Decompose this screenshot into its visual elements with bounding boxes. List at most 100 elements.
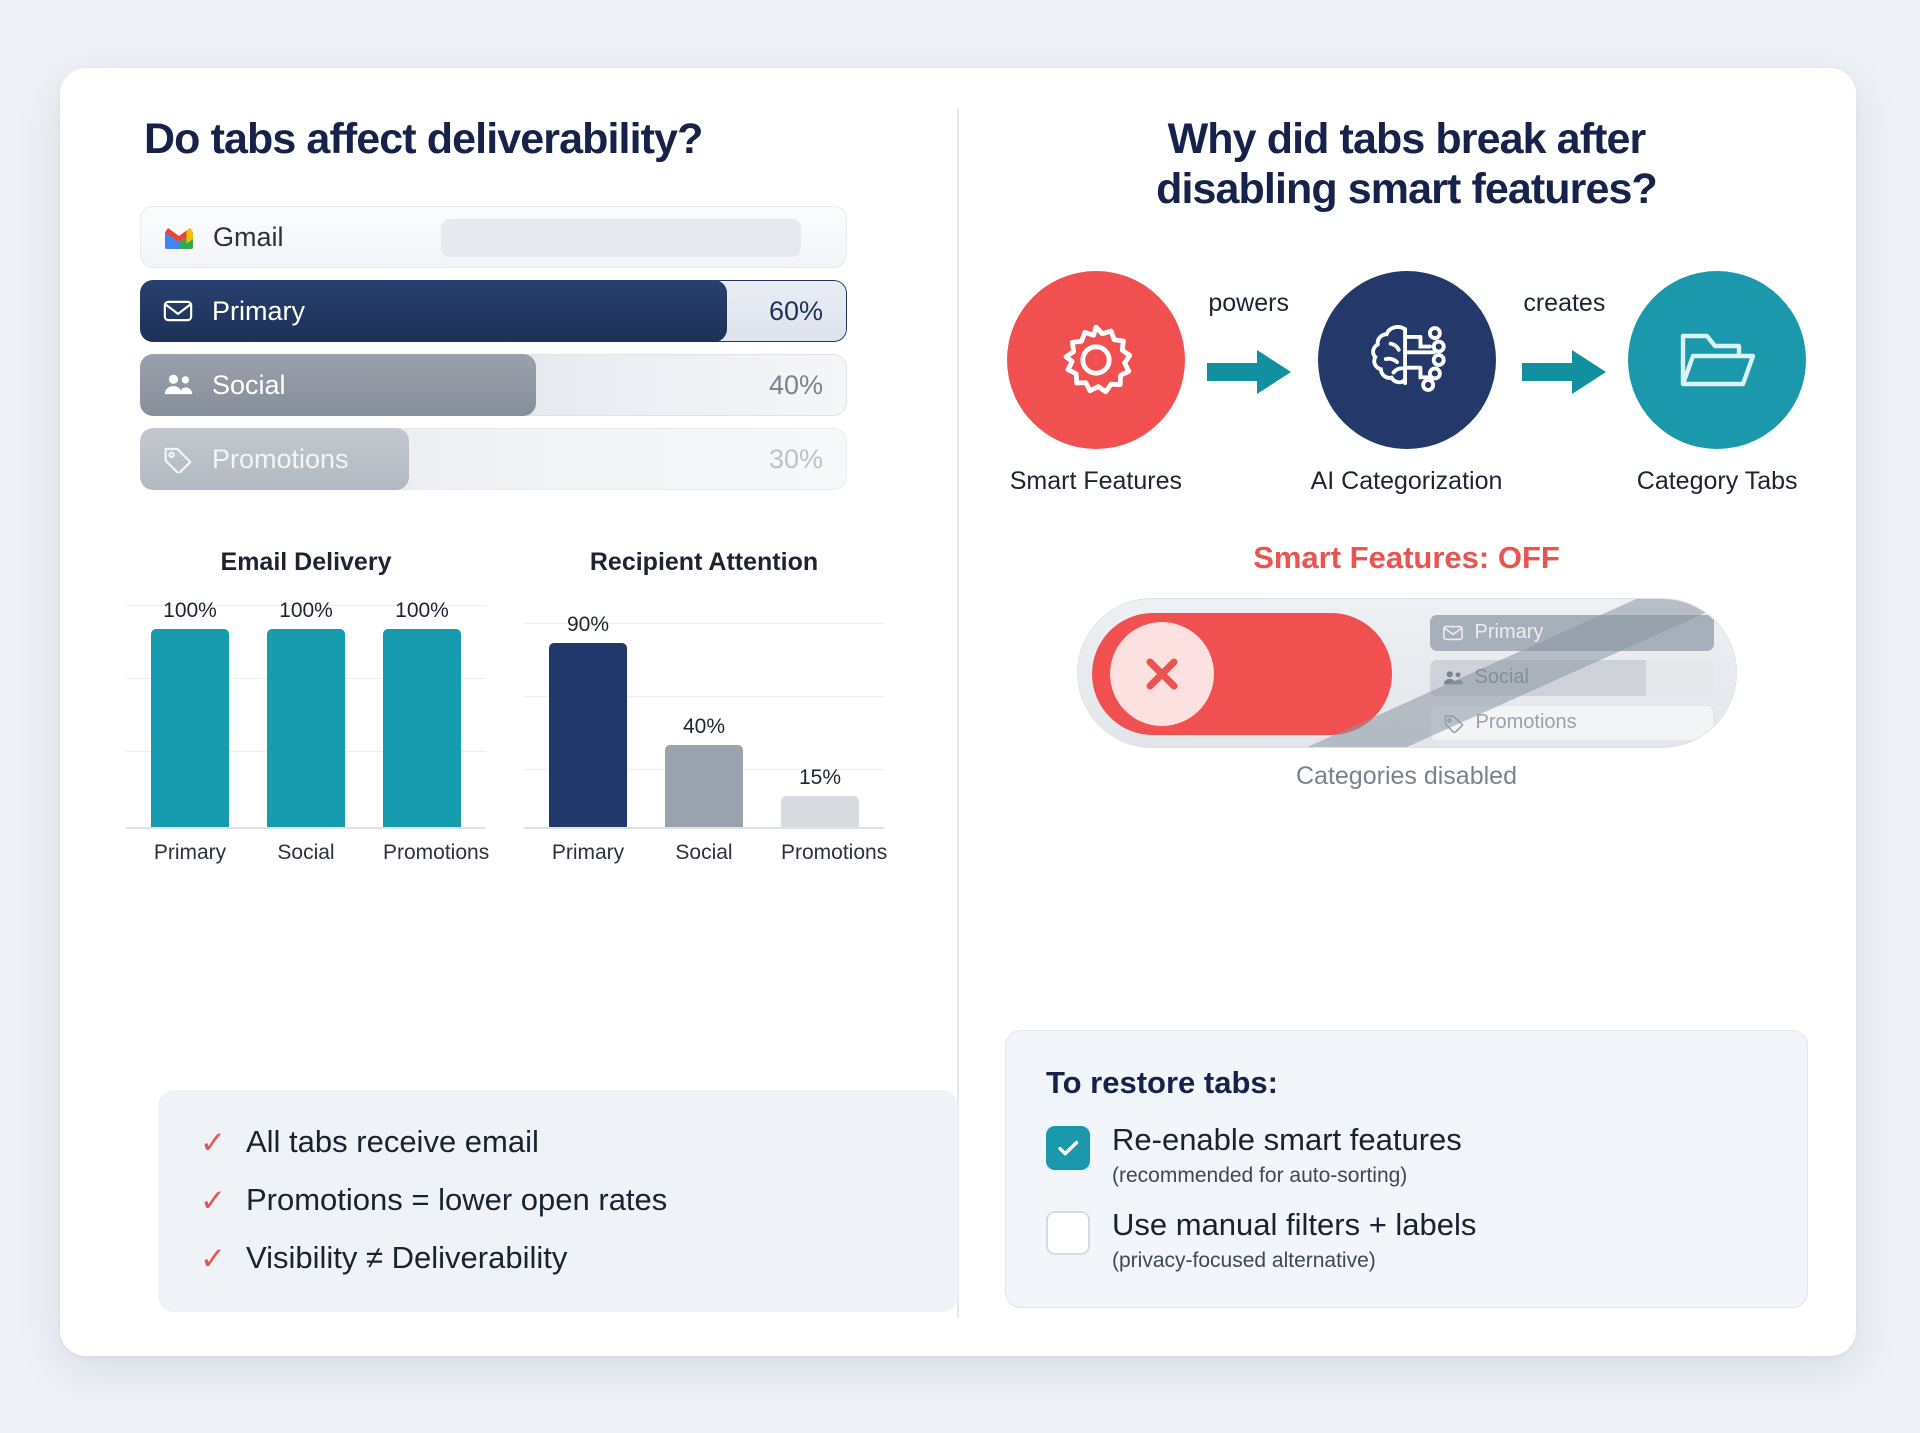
takeaway-text: All tabs receive email bbox=[245, 1124, 539, 1159]
left-panel: Do tabs affect deliverability? Gmail bbox=[60, 68, 958, 1356]
mini-tab-label: Primary bbox=[1474, 621, 1544, 644]
bar-column: 90% bbox=[549, 599, 627, 828]
flow-connector-powers: powers bbox=[1187, 271, 1311, 449]
gmail-logo-icon bbox=[165, 228, 193, 250]
restore-option-label: Re-enable smart features bbox=[1112, 1121, 1462, 1157]
brain-ai-icon bbox=[1370, 324, 1446, 392]
disabled-tab-list: Primary Social Promotions bbox=[1429, 614, 1714, 741]
takeaway-item: ✓ Visibility ≠ Deliverability bbox=[200, 1240, 916, 1276]
tab-row-promotions[interactable]: Promotions 30% bbox=[140, 428, 847, 491]
progress-fill bbox=[140, 428, 409, 491]
bar-value-label: 100% bbox=[163, 599, 217, 623]
restore-tabs-card: To restore tabs: Re-enable smart feature… bbox=[1005, 1029, 1808, 1308]
charts-row: Email Delivery 100% 100% bbox=[126, 548, 905, 865]
restore-option-re-enable[interactable]: Re-enable smart features (recommended fo… bbox=[1046, 1121, 1767, 1188]
tab-value-primary: 60% bbox=[768, 295, 823, 326]
bar-rect bbox=[267, 629, 345, 828]
gmail-placeholder-bar bbox=[441, 219, 801, 258]
takeaway-item: ✓ All tabs receive email bbox=[200, 1124, 916, 1160]
x-mark-icon bbox=[1146, 658, 1177, 690]
plot-area: 90% 40% 15% bbox=[524, 599, 884, 830]
right-panel-title: Why did tabs break after disabling smart… bbox=[1005, 114, 1808, 215]
bar-value-label: 100% bbox=[395, 599, 449, 623]
chart-title: Email Delivery bbox=[220, 548, 392, 577]
gridline bbox=[524, 623, 884, 625]
gridline bbox=[524, 696, 884, 698]
circle-badge bbox=[1006, 270, 1185, 449]
toggle-knob[interactable] bbox=[1091, 612, 1392, 735]
connector-label: creates bbox=[1523, 288, 1606, 317]
right-panel-title-line1: Why did tabs break after bbox=[1167, 115, 1647, 163]
gridline bbox=[126, 605, 486, 607]
x-tick-label: Social bbox=[277, 841, 335, 865]
check-icon: ✓ bbox=[200, 1124, 226, 1160]
circle-badge bbox=[1628, 270, 1807, 449]
gmail-tab-stack: Gmail Primary 60% bbox=[140, 206, 847, 491]
flow-node-label: Smart Features bbox=[1009, 466, 1182, 495]
smart-features-status: Smart Features: OFF bbox=[1253, 539, 1560, 575]
x-tick-label: Promotions bbox=[383, 841, 490, 865]
chart-email-delivery: Email Delivery 100% 100% bbox=[126, 548, 490, 865]
bar-value-label: 15% bbox=[798, 766, 842, 790]
bar-rect bbox=[151, 629, 229, 828]
x-circle-icon bbox=[1109, 621, 1214, 726]
bar-rect bbox=[665, 745, 743, 828]
bar-rect bbox=[383, 629, 461, 828]
takeaway-item: ✓ Promotions = lower open rates bbox=[200, 1182, 916, 1218]
arrow-right-icon bbox=[1522, 349, 1607, 394]
tab-row-primary[interactable]: Primary 60% bbox=[140, 280, 847, 343]
restore-option-label: Use manual filters + labels bbox=[1112, 1206, 1477, 1242]
smart-features-toggle[interactable]: Primary Social Promotions bbox=[1076, 597, 1737, 748]
chart-recipient-attention: Recipient Attention 90% 40% bbox=[524, 548, 887, 865]
envelope-icon bbox=[163, 301, 193, 322]
checkbox-checked[interactable] bbox=[1046, 1125, 1090, 1170]
bar-column: 100% bbox=[383, 599, 461, 828]
x-tick-label: Social bbox=[675, 841, 733, 865]
x-tick-label: Primary bbox=[551, 841, 625, 865]
tag-icon bbox=[164, 448, 192, 474]
tab-label-primary: Primary bbox=[212, 295, 305, 326]
restore-option-manual-filters[interactable]: Use manual filters + labels (privacy-foc… bbox=[1046, 1206, 1767, 1273]
x-tick-label: Primary bbox=[153, 841, 227, 865]
bar-rect bbox=[549, 643, 627, 828]
left-panel-title: Do tabs affect deliverability? bbox=[144, 115, 703, 163]
panel-divider bbox=[957, 108, 959, 1318]
chart-title: Recipient Attention bbox=[589, 548, 819, 577]
takeaway-text: Promotions = lower open rates bbox=[245, 1182, 668, 1217]
restore-title: To restore tabs: bbox=[1046, 1064, 1278, 1100]
gmail-header-row: Gmail bbox=[140, 206, 847, 269]
mini-tab-label: Social bbox=[1474, 666, 1529, 689]
gear-icon bbox=[1063, 324, 1133, 394]
bar-rect bbox=[781, 796, 859, 828]
circle-badge bbox=[1317, 270, 1496, 449]
x-axis-labels: Primary Social Promotions bbox=[524, 841, 887, 865]
tab-value-social: 40% bbox=[768, 369, 823, 400]
arrow-right-icon bbox=[1206, 349, 1291, 394]
people-icon bbox=[164, 375, 193, 395]
progress-fill bbox=[140, 354, 536, 417]
people-icon bbox=[1443, 670, 1463, 685]
flow-node-label: Category Tabs bbox=[1636, 466, 1798, 495]
check-icon: ✓ bbox=[200, 1240, 226, 1276]
flow-node-label: AI Categorization bbox=[1310, 466, 1503, 495]
connector-label: powers bbox=[1208, 288, 1289, 317]
toggle-caption: Categories disabled bbox=[1296, 761, 1517, 790]
mini-tab-label: Promotions bbox=[1475, 711, 1577, 734]
takeaway-text: Visibility ≠ Deliverability bbox=[245, 1240, 568, 1275]
progress-fill bbox=[140, 280, 727, 343]
mini-tab-promotions: Promotions bbox=[1429, 704, 1714, 741]
mini-tab-primary: Primary bbox=[1429, 614, 1714, 651]
x-axis-labels: Primary Social Promotions bbox=[126, 841, 490, 865]
gmail-label: Gmail bbox=[213, 221, 284, 252]
tab-row-social[interactable]: Social 40% bbox=[140, 354, 847, 417]
envelope-icon bbox=[1442, 625, 1463, 640]
tab-label-social: Social bbox=[212, 369, 286, 400]
checkbox-unchecked[interactable] bbox=[1046, 1210, 1090, 1255]
check-icon: ✓ bbox=[200, 1182, 226, 1218]
flow-connector-creates: creates bbox=[1502, 271, 1626, 449]
right-panel: Why did tabs break after disabling smart… bbox=[957, 68, 1856, 1356]
infographic-card: Do tabs affect deliverability? Gmail bbox=[60, 68, 1856, 1356]
bar-column: 40% bbox=[665, 599, 743, 828]
checkmark-icon bbox=[1058, 1140, 1079, 1156]
right-panel-title-line2: disabling smart features? bbox=[1156, 165, 1658, 214]
